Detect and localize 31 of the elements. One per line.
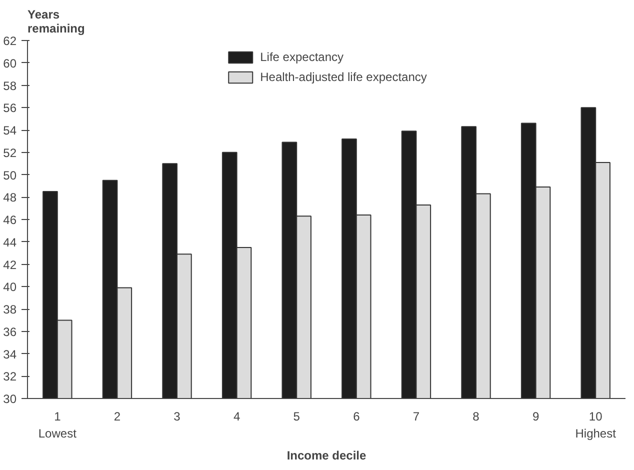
y-tick-label: 60 — [3, 56, 17, 70]
y-tick-label: 48 — [3, 190, 17, 205]
y-tick-label: 40 — [3, 280, 17, 294]
y-tick-label: 38 — [3, 302, 17, 316]
y-axis-title: Years remaining — [28, 8, 85, 36]
x-tick-label: 1 Lowest — [38, 410, 78, 440]
y-tick-label: 42 — [3, 258, 17, 272]
legend-label: Health-adjusted life expectancy — [260, 70, 427, 84]
y-tick-label: 30 — [3, 392, 17, 406]
y-tick-label: 36 — [3, 324, 17, 339]
y-tick-label: 32 — [3, 370, 17, 384]
x-tick-label: 9 — [532, 410, 540, 424]
y-tick-label: 56 — [3, 101, 17, 116]
x-tick-label: 2 — [114, 410, 121, 424]
y-tick-label: 44 — [3, 235, 17, 250]
x-tick-label: 6 — [353, 410, 360, 424]
y-tick-label: 46 — [3, 213, 17, 227]
x-axis-title: Income decile — [286, 448, 367, 462]
x-tick-label: 5 — [293, 410, 300, 424]
legend-label: Life expectancy — [260, 50, 344, 64]
y-tick-label: 50 — [3, 168, 17, 182]
y-tick-label: 34 — [3, 347, 17, 362]
x-tick-label: 7 — [412, 410, 420, 424]
y-tick-label: 54 — [3, 124, 17, 138]
x-tick-label: 3 — [174, 410, 181, 424]
x-tick-label: 4 — [233, 410, 240, 424]
x-tick-label: 8 — [472, 410, 480, 424]
y-tick-label: 62 — [3, 34, 17, 48]
y-tick-label: 58 — [3, 78, 17, 93]
x-tick-label: 10 Highest — [575, 410, 617, 440]
y-tick-label: 52 — [3, 146, 17, 160]
